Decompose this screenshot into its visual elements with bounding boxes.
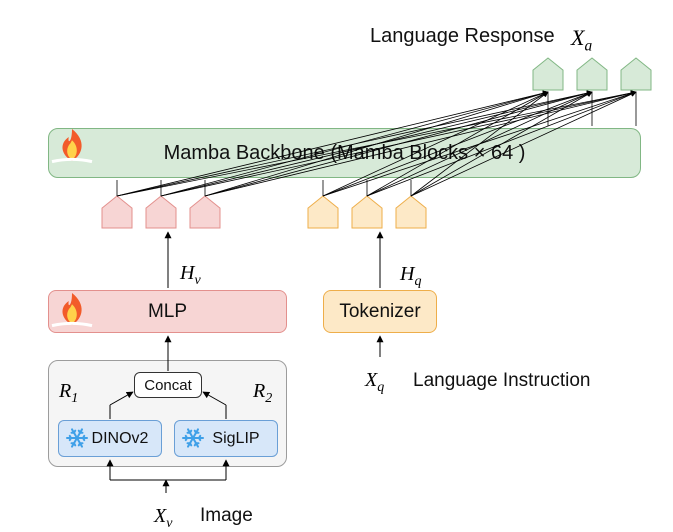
dinov2-box: DINOv2 bbox=[58, 420, 162, 457]
tokenizer-box: Tokenizer bbox=[323, 290, 437, 333]
mamba-backbone-label: Mamba Backbone (Mamba Blocks × 64 ) bbox=[164, 142, 526, 165]
tokenizer-label: Tokenizer bbox=[339, 301, 420, 323]
mlp-box: MLP bbox=[48, 290, 287, 333]
r1-symbol: R1 bbox=[59, 380, 78, 407]
hq-symbol: Hq bbox=[400, 263, 421, 290]
language-instruction-label: Language Instruction bbox=[413, 370, 590, 392]
xv-symbol: Xv bbox=[154, 505, 172, 532]
mamba-backbone-box: Mamba Backbone (Mamba Blocks × 64 ) bbox=[48, 128, 641, 178]
xq-symbol: Xq bbox=[365, 369, 384, 396]
xa-symbol: Xa bbox=[571, 25, 592, 55]
diagram-stage: Mamba Backbone (Mamba Blocks × 64 ) MLP … bbox=[0, 0, 673, 529]
image-label: Image bbox=[200, 505, 253, 527]
hv-symbol: Hv bbox=[180, 262, 201, 289]
siglip-box: SigLIP bbox=[174, 420, 278, 457]
r2-symbol: R2 bbox=[253, 380, 272, 407]
concat-box: Concat bbox=[134, 372, 202, 398]
mlp-label: MLP bbox=[148, 301, 187, 323]
title-label: Language Response bbox=[370, 25, 555, 48]
concat-label: Concat bbox=[144, 377, 192, 394]
dinov2-label: DINOv2 bbox=[92, 430, 149, 448]
siglip-label: SigLIP bbox=[212, 430, 259, 448]
